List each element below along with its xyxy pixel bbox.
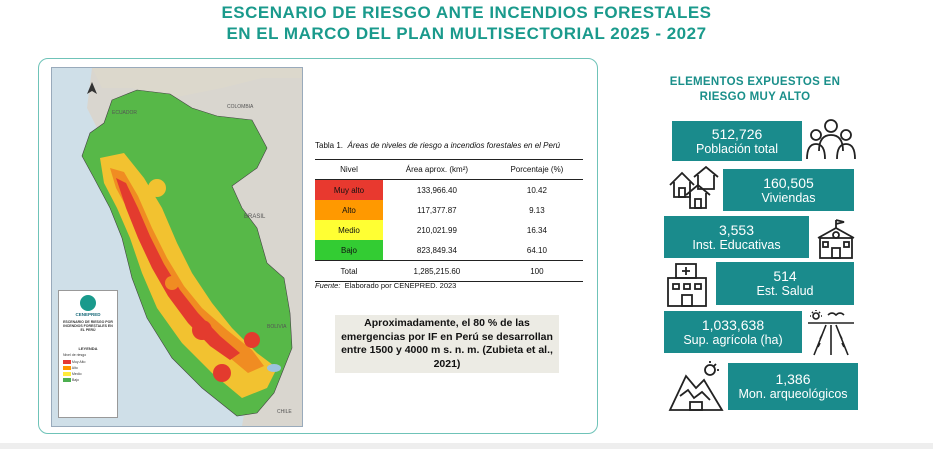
table-total-row: Total 1,285,215.60 100 — [315, 260, 583, 282]
row-area: 823,849.34 — [416, 245, 457, 255]
exposed-heading-line-2: RIESGO MUY ALTO — [699, 91, 811, 103]
stat-value: 160,505 — [763, 174, 814, 191]
school-icon — [817, 219, 855, 259]
row-level-bajo: Bajo — [315, 240, 383, 261]
map-title: ESCENARIO DE RIESGO POR INCENDIOS FOREST… — [63, 320, 113, 332]
table-row: Medio 210,021.99 16.34 — [315, 220, 583, 240]
title-line-1: ESCENARIO DE RIESGO ANTE INCENDIOS FORES… — [221, 3, 712, 22]
table-source: Fuente: Elaborado por CENEPRED. 2023 — [315, 281, 456, 290]
total-label: Total — [315, 260, 383, 282]
peru-risk-map: ECUADOR COLOMBIA BRASIL BOLIVIA CHILE CE… — [51, 67, 303, 427]
map-graphic: ECUADOR COLOMBIA BRASIL BOLIVIA CHILE — [52, 68, 302, 426]
total-percent: 100 — [490, 260, 583, 282]
label-ecuador: ECUADOR — [112, 110, 137, 116]
stat-viviendas: 160,505 Viviendas — [723, 169, 854, 211]
row-area: 133,966.40 — [416, 185, 457, 195]
legend-item-medio: Medio — [63, 371, 113, 377]
table-row: Alto 117,377.87 9.13 — [315, 200, 583, 220]
table-caption-text: Áreas de niveles de riesgo a incendios f… — [347, 141, 561, 150]
row-percent: 10.42 — [526, 185, 547, 195]
stat-poblacion: 512,726 Población total — [672, 121, 802, 161]
stat-value: 1,386 — [775, 371, 811, 387]
stat-sup-agricola: 1,033,638 Sup. agrícola (ha) — [664, 311, 802, 353]
source-text: Elaborado por CENEPRED. 2023 — [344, 281, 457, 290]
north-arrow-icon — [87, 82, 97, 94]
legend-item-bajo: Bajo — [63, 377, 113, 383]
cenepred-logo-icon — [80, 295, 96, 311]
map-table-card: ECUADOR COLOMBIA BRASIL BOLIVIA CHILE CE… — [38, 58, 598, 434]
bottom-strip — [0, 443, 933, 449]
row-area: 117,377.87 — [417, 205, 457, 215]
row-percent: 64.10 — [526, 245, 547, 255]
legend-item-alto: Alto — [63, 365, 113, 371]
table-row: Bajo 823,849.34 64.10 — [315, 240, 583, 261]
exposed-heading: ELEMENTOS EXPUESTOS EN RIESGO MUY ALTO — [650, 75, 860, 105]
map-legend: CENEPRED ESCENARIO DE RIESGO POR INCENDI… — [58, 290, 118, 418]
table-caption-number: Tabla 1. — [315, 141, 344, 150]
exposed-heading-line-1: ELEMENTOS EXPUESTOS EN — [669, 76, 841, 88]
legend-subtitle: Nivel de riesgo — [63, 353, 87, 357]
stat-label: Sup. agrícola (ha) — [683, 332, 783, 347]
stat-value: 512,726 — [711, 125, 763, 142]
header-area: Área aprox. (km²) — [383, 159, 491, 180]
stat-label: Viviendas — [761, 190, 816, 205]
label-colombia: COLOMBIA — [227, 104, 254, 110]
stat-inst-educativas: 3,553 Inst. Educativas — [664, 216, 809, 258]
people-icon — [806, 119, 856, 160]
legend-item-muy-alto: Muy Alto — [63, 359, 113, 365]
altitude-note: Aproximadamente, el 80 % de las emergenc… — [335, 315, 559, 373]
label-brasil: BRASIL — [244, 214, 266, 220]
farmland-icon — [808, 310, 854, 356]
source-label: Fuente: — [315, 281, 341, 290]
stat-value: 514 — [773, 268, 797, 284]
label-bolivia: BOLIVIA — [267, 324, 287, 330]
legend-title: LEYENDA — [78, 346, 98, 351]
row-level-alto: Alto — [315, 200, 383, 220]
stat-label: Mon. arqueológicos — [738, 387, 848, 401]
hospital-icon — [667, 263, 707, 307]
header-nivel: Nivel — [315, 159, 383, 180]
header-porcentaje: Porcentaje (%) — [490, 159, 583, 180]
risk-table: Nivel Área aprox. (km²) Porcentaje (%) M… — [315, 159, 583, 282]
row-level-muy-alto: Muy alto — [315, 179, 383, 200]
houses-icon — [669, 165, 719, 209]
stat-value: 3,553 — [718, 221, 755, 238]
stat-label: Inst. Educativas — [692, 237, 781, 252]
row-level-medio: Medio — [315, 220, 383, 240]
row-percent: 16.34 — [526, 225, 547, 235]
row-area: 210,021.99 — [416, 225, 457, 235]
table-row: Muy alto 133,966.40 10.42 — [315, 179, 583, 200]
stat-mon-arqueologicos: 1,386 Mon. arqueológicos — [728, 363, 858, 410]
label-chile: CHILE — [277, 409, 292, 415]
title-line-2: EN EL MARCO DEL PLAN MULTISECTORIAL 2025… — [226, 24, 707, 43]
stat-value: 1,033,638 — [701, 316, 765, 333]
table-caption: Tabla 1. Áreas de niveles de riesgo a in… — [315, 141, 560, 150]
row-percent: 9.13 — [529, 205, 545, 215]
stat-label: Est. Salud — [756, 284, 814, 298]
logo-text: CENEPRED — [75, 312, 101, 317]
table-header-row: Nivel Área aprox. (km²) Porcentaje (%) — [315, 159, 583, 180]
total-area: 1,285,215.60 — [383, 260, 491, 282]
stat-label: Población total — [695, 141, 778, 156]
note-text: Aproximadamente, el 80 % de las emergenc… — [341, 317, 553, 370]
page-title: ESCENARIO DE RIESGO ANTE INCENDIOS FORES… — [0, 2, 933, 44]
ruins-icon — [668, 361, 724, 411]
stat-est-salud: 514 Est. Salud — [716, 262, 854, 305]
